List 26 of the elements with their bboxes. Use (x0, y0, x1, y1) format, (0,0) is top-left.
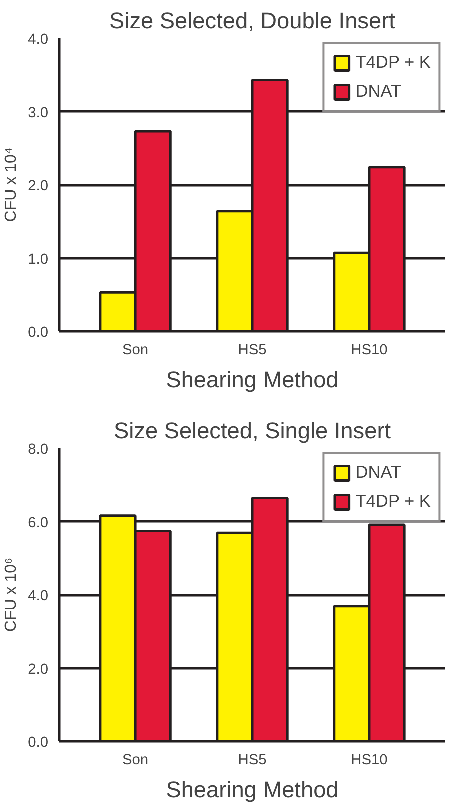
x-tick-label: HS5 (238, 342, 267, 358)
legend-label: DNAT (356, 81, 402, 102)
chart-title: Size Selected, Single Insert (114, 418, 392, 444)
x-tick-label: Son (122, 342, 149, 358)
x-tick-label: HS5 (238, 752, 267, 768)
y-tick-label: 4.0 (28, 32, 48, 48)
x-tick-label: HS10 (351, 752, 388, 768)
y-tick-label: 4.0 (28, 588, 48, 604)
y-tick-label: 3.0 (28, 105, 48, 122)
legend-label: T4DP + K (356, 491, 431, 512)
y-tick-label: 0.0 (28, 735, 48, 751)
legend-label: DNAT (356, 462, 402, 483)
y-axis-title: CFU x 10⁴ (3, 148, 20, 222)
y-tick-label: 0.0 (28, 325, 48, 341)
x-tick-label: Son (122, 752, 149, 768)
x-tick-label: HS10 (351, 342, 388, 358)
chart-title: Size Selected, Double Insert (110, 8, 396, 34)
y-tick-label: 2.0 (28, 178, 48, 194)
y-tick-label: 1.0 (28, 252, 48, 268)
y-tick-label: 2.0 (28, 662, 48, 678)
legend-label: T4DP + K (356, 52, 431, 73)
x-axis-title: Shearing Method (166, 366, 339, 392)
y-axis-title: CFU x 10⁶ (3, 558, 20, 632)
y-tick-label: 8.0 (28, 442, 48, 458)
x-axis-title: Shearing Method (166, 776, 339, 802)
y-tick-label: 6.0 (28, 515, 48, 532)
